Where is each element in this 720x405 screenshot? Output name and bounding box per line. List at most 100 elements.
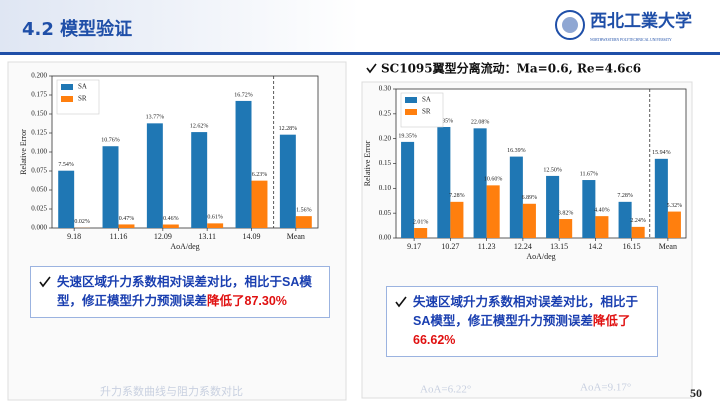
bar <box>437 126 451 238</box>
note-highlight: 降低了66.62% <box>413 314 631 347</box>
value-label: 11.67% <box>580 171 598 177</box>
y-tick-label: 0.10 <box>379 184 392 192</box>
value-label: 22.35% <box>435 118 454 124</box>
bar <box>251 180 268 228</box>
value-label: 1.56% <box>296 208 312 214</box>
logo-text: 西北工業大学 <box>590 11 692 32</box>
y-tick-label: 0.000 <box>31 224 47 232</box>
y-tick-label: 0.125 <box>31 129 47 137</box>
bar <box>595 216 609 238</box>
note-text: 失速区域升力系数相对误差对比，相比于SA模型，修正模型升力预测误差 <box>57 275 312 308</box>
y-axis-label: Relative Error <box>19 129 28 175</box>
bg-text: AoA=9.17° <box>580 382 631 394</box>
bar <box>207 223 224 228</box>
value-label: 12.28% <box>279 126 298 132</box>
value-label: 10.76% <box>101 138 120 144</box>
bar <box>667 211 681 238</box>
bar <box>450 201 464 238</box>
value-label: 12.50% <box>543 167 562 173</box>
bar <box>654 158 668 238</box>
x-tick-label: Mean <box>659 242 677 251</box>
value-label: 12.62% <box>190 123 209 129</box>
value-label: 7.28% <box>617 193 633 199</box>
note-box: 失速区域升力系数相对误差对比，相比于SA模型，修正模型升力预测误差降低了66.6… <box>386 286 658 357</box>
legend-swatch <box>61 84 73 90</box>
y-tick-label: 0.150 <box>31 110 47 118</box>
logo-emblem <box>555 10 585 40</box>
check-icon <box>395 296 407 308</box>
x-tick-label: 10.27 <box>441 242 459 251</box>
title-bar <box>0 0 720 52</box>
bar <box>162 224 179 228</box>
value-label: 0.46% <box>163 216 179 222</box>
bar <box>279 134 296 228</box>
bar <box>295 216 312 228</box>
note-highlight: 降低了87.30% <box>207 294 287 308</box>
value-label: 6.23% <box>252 172 268 178</box>
x-axis-label: AoA/deg <box>170 242 199 251</box>
bar <box>473 128 487 238</box>
y-tick-label: 0.200 <box>31 72 47 80</box>
bar <box>235 100 252 228</box>
x-tick-label: 11.23 <box>478 242 496 251</box>
legend-swatch <box>61 96 73 102</box>
y-tick-label: 0.05 <box>379 209 392 217</box>
value-label: 0.02% <box>74 219 90 225</box>
value-label: 6.89% <box>522 195 538 201</box>
y-tick-label: 0.025 <box>31 205 47 213</box>
y-tick-label: 0.175 <box>31 91 47 99</box>
bar <box>559 219 573 238</box>
legend-label: SA <box>78 83 87 91</box>
page-number: 50 <box>690 386 702 400</box>
bar <box>414 228 428 238</box>
bar <box>118 224 135 228</box>
y-tick-label: 0.20 <box>379 134 392 142</box>
bar <box>546 175 560 238</box>
y-tick-label: 0.100 <box>31 148 47 156</box>
value-label: 0.47% <box>119 216 135 222</box>
x-tick-label: 14.2 <box>588 242 602 251</box>
x-axis-label: AoA/deg <box>526 252 555 261</box>
y-tick-label: 0.15 <box>379 159 392 167</box>
logo-en: NORTHWESTERN POLYTECHNICAL UNIVERSITY <box>590 38 672 42</box>
bar <box>582 180 596 238</box>
y-tick-label: 0.00 <box>379 234 392 242</box>
value-label: 13.77% <box>146 115 165 121</box>
value-label: 15.94% <box>652 150 671 156</box>
bar <box>58 170 75 228</box>
value-label: 10.60% <box>484 177 503 183</box>
value-label: 5.32% <box>667 203 683 209</box>
value-label: 4.40% <box>594 208 610 214</box>
y-tick-label: 0.050 <box>31 186 47 194</box>
bg-text: AoA=6.22° <box>420 384 471 396</box>
slide-title: 4.2 模型验证 <box>22 18 132 40</box>
x-tick-label: 13.11 <box>198 232 216 241</box>
x-tick-label: 9.17 <box>407 242 421 251</box>
legend-label: SR <box>422 108 431 116</box>
bar <box>401 141 415 238</box>
bar <box>102 146 119 228</box>
check-icon <box>39 276 51 288</box>
bar <box>191 132 208 228</box>
note-box: 失速区域升力系数相对误差对比，相比于SA模型，修正模型升力预测误差降低了87.3… <box>30 266 330 318</box>
x-tick-label: 13.15 <box>550 242 568 251</box>
x-tick-label: 11.16 <box>110 232 128 241</box>
value-label: 3.82% <box>558 210 574 216</box>
legend-swatch <box>405 109 417 115</box>
bar <box>486 185 500 238</box>
x-tick-label: 16.15 <box>623 242 641 251</box>
check-icon <box>366 63 377 74</box>
value-label: 2.01% <box>413 219 429 225</box>
x-tick-label: 9.18 <box>67 232 81 241</box>
y-tick-label: 0.30 <box>379 85 392 93</box>
value-label: 7.54% <box>58 162 74 168</box>
y-tick-label: 0.25 <box>379 109 392 117</box>
bar <box>618 201 632 238</box>
value-label: 22.08% <box>471 120 490 126</box>
title-rule <box>0 52 720 55</box>
value-label: 16.39% <box>507 148 526 154</box>
subtitle: SC1095翼型分离流动：Ma=0.6, Re=4.6c6 <box>381 61 641 76</box>
legend-label: SR <box>78 95 87 103</box>
